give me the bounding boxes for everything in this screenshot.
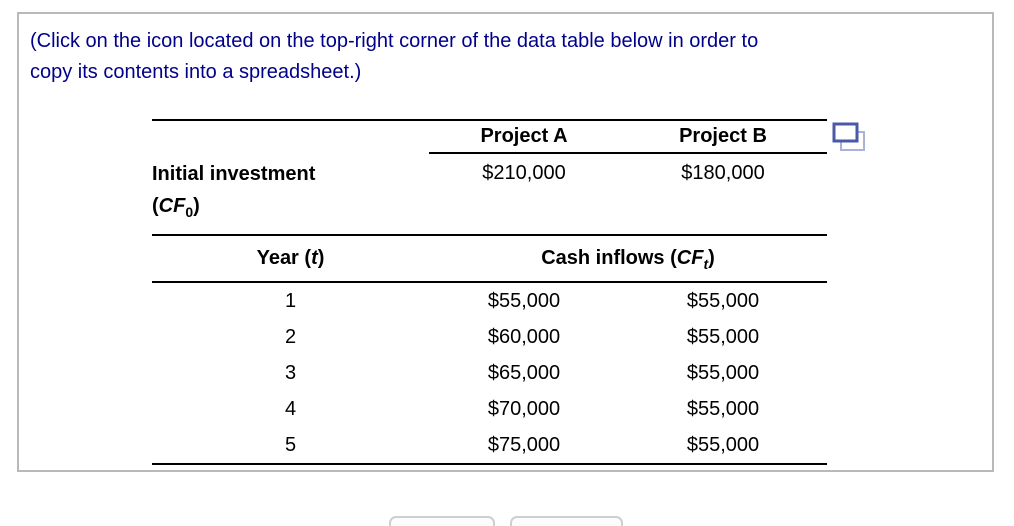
header-spacer bbox=[152, 121, 429, 152]
instruction-line-2: copy its contents into a spreadsheet.) bbox=[30, 61, 362, 83]
table-row: 2 $60,000 $55,000 bbox=[152, 319, 827, 355]
year-cash-header-row: Year (t) Cash inflows (CFt) bbox=[152, 236, 827, 281]
project-b-cell: $55,000 bbox=[686, 398, 760, 420]
cf0-symbol: (CF0) bbox=[152, 195, 200, 220]
year-cell: 1 bbox=[284, 290, 297, 312]
project-header-row: Project A Project B bbox=[152, 121, 827, 152]
copy-table-icon[interactable] bbox=[832, 122, 866, 152]
initial-investment-label: Initial investment (CF0) bbox=[152, 154, 429, 234]
table-row: 3 $65,000 $55,000 bbox=[152, 355, 827, 391]
project-b-cell: $55,000 bbox=[686, 362, 760, 384]
rule-above-year-header bbox=[152, 234, 827, 236]
table-row: 4 $70,000 $55,000 bbox=[152, 391, 827, 427]
bottom-button-right[interactable] bbox=[510, 516, 623, 526]
project-b-cell: $55,000 bbox=[686, 290, 760, 312]
project-a-cell: $55,000 bbox=[487, 290, 561, 312]
year-cell: 4 bbox=[284, 398, 297, 420]
bottom-button-left[interactable] bbox=[389, 516, 495, 526]
year-header: Year (t) bbox=[256, 247, 325, 269]
cash-inflows-header: Cash inflows (CFt) bbox=[541, 247, 715, 272]
project-a-cell: $65,000 bbox=[487, 362, 561, 384]
initial-investment-a: $210,000 bbox=[482, 162, 566, 184]
initial-investment-row: Initial investment (CF0) $210,000 $180,0… bbox=[152, 154, 827, 234]
initial-investment-b: $180,000 bbox=[681, 162, 765, 184]
project-b-cell: $55,000 bbox=[686, 434, 760, 456]
year-cell: 5 bbox=[284, 434, 297, 456]
project-a-header: Project A bbox=[480, 125, 568, 147]
rule-under-project-headers bbox=[429, 152, 827, 154]
project-a-cell: $60,000 bbox=[487, 326, 561, 348]
question-panel: (Click on the icon located on the top-ri… bbox=[17, 12, 994, 472]
initial-investment-label-text: Initial investment bbox=[152, 163, 316, 185]
instruction-text: (Click on the icon located on the top-ri… bbox=[30, 26, 980, 88]
project-a-cell: $70,000 bbox=[487, 398, 561, 420]
year-cell: 2 bbox=[284, 326, 297, 348]
instruction-line-1: (Click on the icon located on the top-ri… bbox=[30, 30, 759, 52]
year-cell: 3 bbox=[284, 362, 297, 384]
table-row: 1 $55,000 $55,000 bbox=[152, 283, 827, 319]
project-a-cell: $75,000 bbox=[487, 434, 561, 456]
table-row: 5 $75,000 $55,000 bbox=[152, 427, 827, 463]
cash-flow-table: Project A Project B Initial investment (… bbox=[152, 119, 827, 465]
rule-below-year-header bbox=[152, 281, 827, 283]
rule-table-bottom bbox=[152, 463, 827, 465]
project-b-header: Project B bbox=[679, 125, 767, 147]
project-b-cell: $55,000 bbox=[686, 326, 760, 348]
